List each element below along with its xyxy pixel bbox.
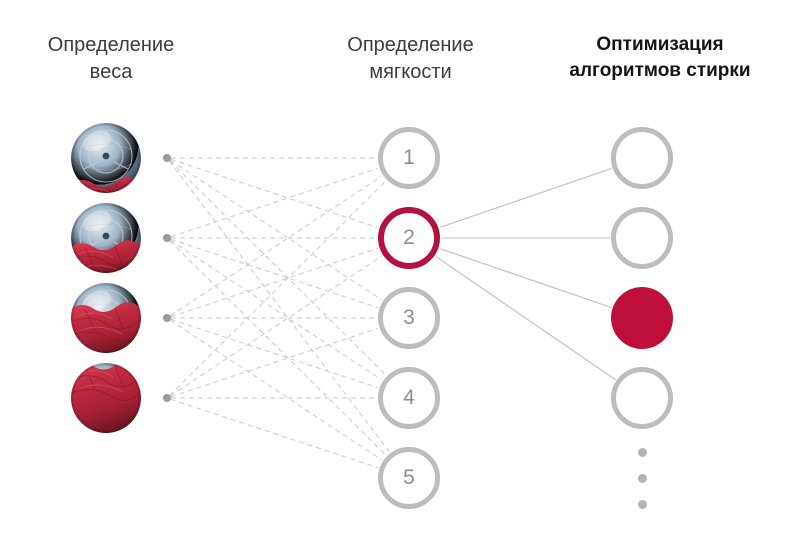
input-thumbnail-load-2 [71,203,141,273]
hidden-node-3[interactable]: 3 [378,287,440,349]
ellipsis-dot-3 [637,499,647,509]
hidden-node-4[interactable]: 4 [378,367,440,429]
input-dot-load-3 [163,314,171,322]
input-thumbnail-load-4 [71,363,141,433]
input-dot-load-2 [163,234,171,242]
hidden-node-1[interactable]: 1 [378,127,440,189]
hidden-node-5[interactable]: 5 [378,447,440,509]
input-dot-load-4 [163,394,171,402]
edges-input-to-hidden [169,157,390,469]
output-node-4[interactable] [611,367,673,429]
edges-hidden-to-output [435,167,616,381]
input-thumbnail-load-3 [71,283,141,353]
output-node-3[interactable] [611,287,673,349]
ellipsis-dot-1 [637,447,647,457]
hidden-node-2[interactable]: 2 [378,207,440,269]
column-header-softness: Определение мягкости [347,34,474,83]
column-header-optimization: Оптимизация алгоритмов стирки [569,34,751,81]
column-header-weight: Определение веса [47,34,175,83]
output-node-2[interactable] [611,207,673,269]
output-node-1[interactable] [611,127,673,189]
input-thumbnail-load-1 [71,123,141,193]
input-dot-load-1 [163,154,171,162]
ellipsis-dot-2 [637,473,647,483]
